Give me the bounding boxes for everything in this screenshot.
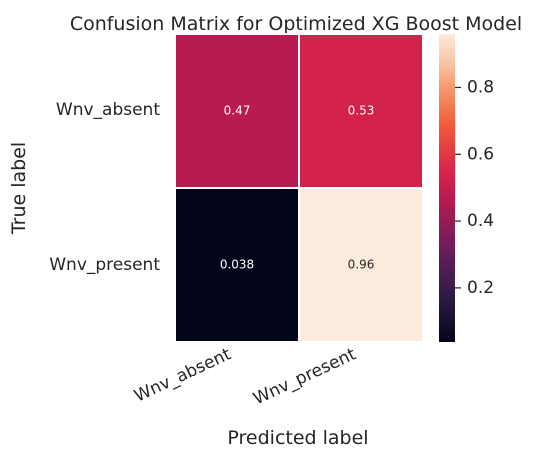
colorbar: [439, 34, 455, 342]
colorbar-tick-label-2: 0.6: [467, 144, 494, 164]
x-tick-label-0: Wnv_absent: [131, 344, 234, 406]
heatmap-cell-0-0: [174, 33, 300, 189]
cell-value-1-0: 0.038: [220, 258, 254, 272]
chart-title: Confusion Matrix for Optimized XG Boost …: [70, 13, 522, 35]
x-tick-label-1: Wnv_present: [250, 344, 359, 409]
x-axis-label: Predicted label: [227, 427, 368, 449]
cell-value-0-1: 0.53: [348, 104, 375, 118]
heatmap-annotations: 0.47 0.53 0.038 0.96: [220, 104, 375, 272]
colorbar-tick-label-1: 0.4: [467, 211, 494, 231]
heatmap-cell-1-0: [174, 187, 300, 343]
y-tick-label-1: Wnv_present: [49, 255, 160, 275]
heatmap-cells: [174, 33, 424, 343]
heatmap-cell-0-1: [298, 33, 424, 189]
heatmap-cell-1-1: [298, 187, 424, 343]
y-axis-label: True label: [8, 142, 30, 235]
colorbar-tick-label-0: 0.2: [467, 278, 494, 298]
colorbar-ticks: 0.2 0.4 0.6 0.8: [455, 77, 494, 298]
colorbar-tick-label-3: 0.8: [467, 77, 494, 97]
cell-value-0-0: 0.47: [224, 104, 251, 118]
y-tick-label-0: Wnv_absent: [56, 100, 160, 120]
cell-value-1-1: 0.96: [348, 258, 375, 272]
